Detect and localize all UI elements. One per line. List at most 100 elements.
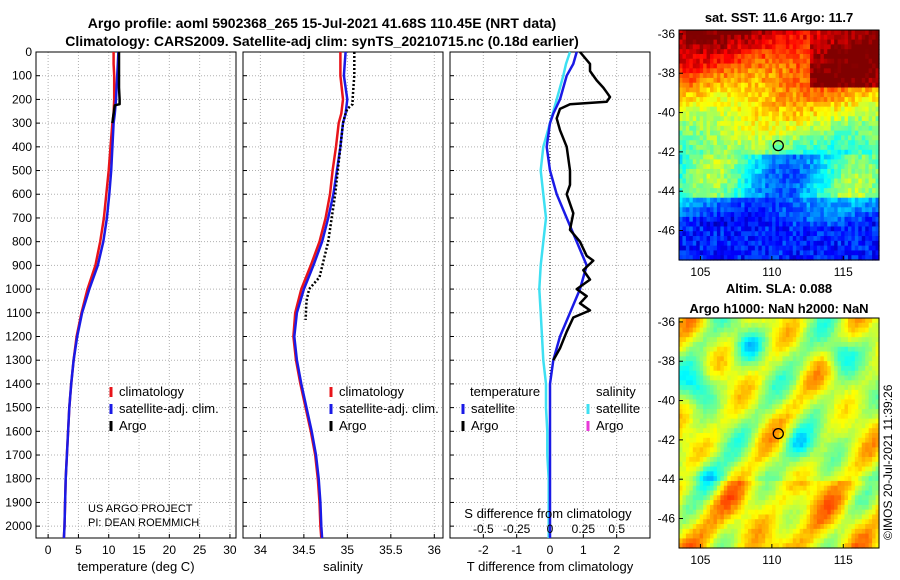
heatmap-cell	[861, 58, 866, 65]
heatmap-cell	[737, 466, 742, 472]
heatmap-cell	[837, 82, 842, 89]
heatmap-cell	[713, 216, 718, 223]
heatmap-cell	[865, 183, 870, 189]
heatmap-cell	[751, 101, 756, 108]
heatmap-cell	[765, 389, 770, 396]
heatmap-cell	[792, 168, 797, 175]
heatmap-cell	[744, 34, 749, 41]
heatmap-cell	[744, 476, 749, 482]
heatmap-cell	[689, 437, 694, 444]
heatmap-cell	[858, 106, 863, 113]
heatmap-cell	[765, 322, 770, 329]
heatmap-cell	[706, 490, 711, 496]
heatmap-cell	[685, 318, 690, 324]
heatmap-cell	[841, 111, 846, 117]
heatmap-cell	[758, 466, 763, 472]
heatmap-cell	[744, 125, 749, 132]
heatmap-cell	[720, 216, 725, 223]
heatmap-cell	[713, 389, 718, 396]
y-tick-label: 800	[12, 235, 32, 249]
heatmap-cell	[685, 240, 690, 247]
heatmap-cell	[796, 49, 801, 55]
heatmap-cell	[758, 255, 763, 261]
heatmap-cell	[751, 476, 756, 482]
heatmap-cell	[779, 504, 784, 511]
heatmap-cell	[730, 524, 735, 530]
heatmap-cell	[754, 490, 759, 496]
heatmap-cell	[754, 101, 759, 108]
heatmap-cell	[689, 149, 694, 156]
heatmap-cell	[696, 447, 701, 453]
heatmap-cell	[703, 389, 708, 396]
heatmap-cell	[741, 346, 746, 353]
heatmap-cell	[782, 504, 787, 511]
heatmap-cell	[806, 68, 811, 74]
heatmap-cell	[710, 509, 715, 516]
heatmap-cell	[699, 121, 704, 127]
heatmap-cell	[785, 240, 790, 247]
heatmap-cell	[875, 135, 880, 141]
heatmap-cell	[868, 154, 873, 160]
heatmap-cell	[785, 332, 790, 338]
heatmap-cell	[682, 504, 687, 511]
heatmap-cell	[868, 77, 873, 84]
heatmap-cell	[692, 399, 697, 405]
heatmap-cell	[806, 188, 811, 194]
heatmap-cell	[847, 111, 853, 117]
heatmap-cell	[775, 168, 780, 175]
heatmap-cell	[737, 514, 742, 520]
heatmap-cell	[872, 135, 877, 141]
heatmap-cell	[761, 111, 766, 117]
heatmap-cell	[741, 514, 746, 520]
y-tick-label: 2000	[5, 519, 32, 533]
heatmap-cell	[730, 97, 735, 103]
heatmap-cell	[692, 442, 697, 448]
heatmap-cell	[747, 361, 753, 367]
heatmap-cell	[727, 509, 732, 516]
heatmap-cell	[723, 543, 728, 549]
heatmap-cell	[754, 49, 759, 55]
heatmap-cell	[710, 63, 715, 69]
heatmap-cell	[841, 125, 846, 132]
heatmap-cell	[710, 480, 715, 487]
heatmap-cell	[734, 490, 739, 496]
heatmap-cell	[679, 533, 684, 540]
heatmap-cell	[816, 183, 821, 189]
heatmap-cell	[706, 135, 711, 141]
heatmap-cell	[765, 39, 770, 45]
heatmap-cell	[830, 168, 835, 175]
heatmap-cell	[734, 92, 739, 98]
heatmap-cell	[723, 125, 728, 132]
heatmap-cell	[782, 226, 787, 232]
heatmap-cell	[713, 58, 718, 65]
heatmap-cell	[689, 533, 694, 540]
heatmap-cell	[761, 164, 766, 170]
heatmap-cell	[747, 116, 753, 122]
heatmap-cell	[858, 49, 863, 55]
heatmap-cell	[810, 327, 815, 333]
heatmap-cell	[710, 394, 715, 401]
heatmap-cell	[685, 361, 690, 367]
heatmap-cell	[779, 495, 784, 501]
heatmap-cell	[679, 456, 684, 463]
heatmap-cell	[827, 159, 832, 165]
heatmap-cell	[779, 442, 784, 448]
heatmap-cell	[858, 202, 863, 208]
heatmap-cell	[810, 30, 815, 36]
heatmap-cell	[796, 466, 801, 472]
heatmap-cell	[710, 68, 715, 74]
heatmap-cell	[710, 145, 715, 151]
heatmap-cell	[785, 346, 790, 353]
heatmap-cell	[706, 524, 711, 530]
heatmap-cell	[875, 68, 880, 74]
heatmap-cell	[868, 159, 873, 165]
heatmap-cell	[768, 44, 773, 50]
heatmap-cell	[682, 73, 687, 79]
heatmap-cell	[789, 63, 794, 69]
heatmap-cell	[765, 92, 770, 98]
heatmap-cell	[737, 385, 742, 391]
heatmap-cell	[689, 245, 694, 252]
heatmap-cell	[685, 250, 690, 256]
heatmap-cell	[713, 394, 718, 401]
heatmap-cell	[730, 145, 735, 151]
